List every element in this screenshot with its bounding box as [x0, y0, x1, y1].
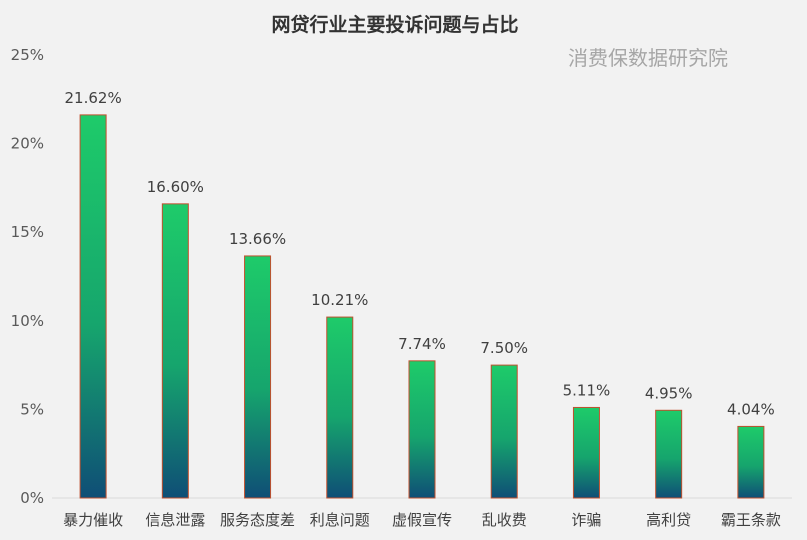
- bar-series: [79, 114, 765, 499]
- data-label: 4.95%: [645, 384, 693, 402]
- bar: [490, 364, 518, 499]
- data-label: 4.04%: [727, 400, 775, 418]
- bar: [737, 425, 765, 499]
- x-tick-label: 服务态度差: [220, 511, 295, 529]
- data-label: 13.66%: [229, 230, 286, 248]
- x-axis: 暴力催收 信息泄露 服务态度差 利息问题 虚假宣传 乱收费 诈骗 高利贷 霸王条款: [63, 511, 781, 529]
- y-tick-label: 15%: [11, 223, 44, 241]
- data-label: 10.21%: [311, 291, 368, 309]
- x-tick-label: 乱收费: [482, 511, 527, 529]
- bar: [408, 360, 436, 499]
- data-label: 5.11%: [563, 381, 611, 399]
- bar: [161, 203, 189, 499]
- x-tick-label: 虚假宣传: [392, 511, 452, 529]
- bar: [326, 316, 354, 499]
- watermark-text: 消费保数据研究院: [568, 46, 728, 70]
- x-tick-label: 高利贷: [646, 511, 691, 529]
- data-label: 16.60%: [147, 178, 204, 196]
- x-tick-label: 暴力催收: [63, 511, 123, 529]
- x-tick-label: 诈骗: [571, 511, 601, 529]
- x-tick-label: 信息泄露: [145, 511, 205, 529]
- data-labels: 21.62% 16.60% 13.66% 10.21% 7.74% 7.50% 5.11% 4…: [65, 89, 775, 419]
- bar: [655, 409, 683, 499]
- bar: [572, 406, 600, 499]
- data-label: 21.62%: [65, 89, 122, 107]
- y-tick-label: 25%: [11, 46, 44, 64]
- y-tick-label: 20%: [11, 135, 44, 153]
- x-tick-label: 霸王条款: [721, 511, 781, 529]
- y-tick-label: 0%: [20, 489, 44, 507]
- y-tick-label: 5%: [20, 400, 44, 418]
- chart-title: 网贷行业主要投诉问题与占比: [271, 13, 518, 36]
- data-label: 7.74%: [398, 335, 446, 353]
- y-tick-label: 10%: [11, 312, 44, 330]
- x-tick-label: 利息问题: [310, 511, 370, 529]
- y-axis: 0% 5% 10% 15% 20% 25%: [11, 46, 44, 507]
- bar: [244, 255, 272, 499]
- data-label: 7.50%: [480, 339, 528, 357]
- bar: [79, 114, 107, 499]
